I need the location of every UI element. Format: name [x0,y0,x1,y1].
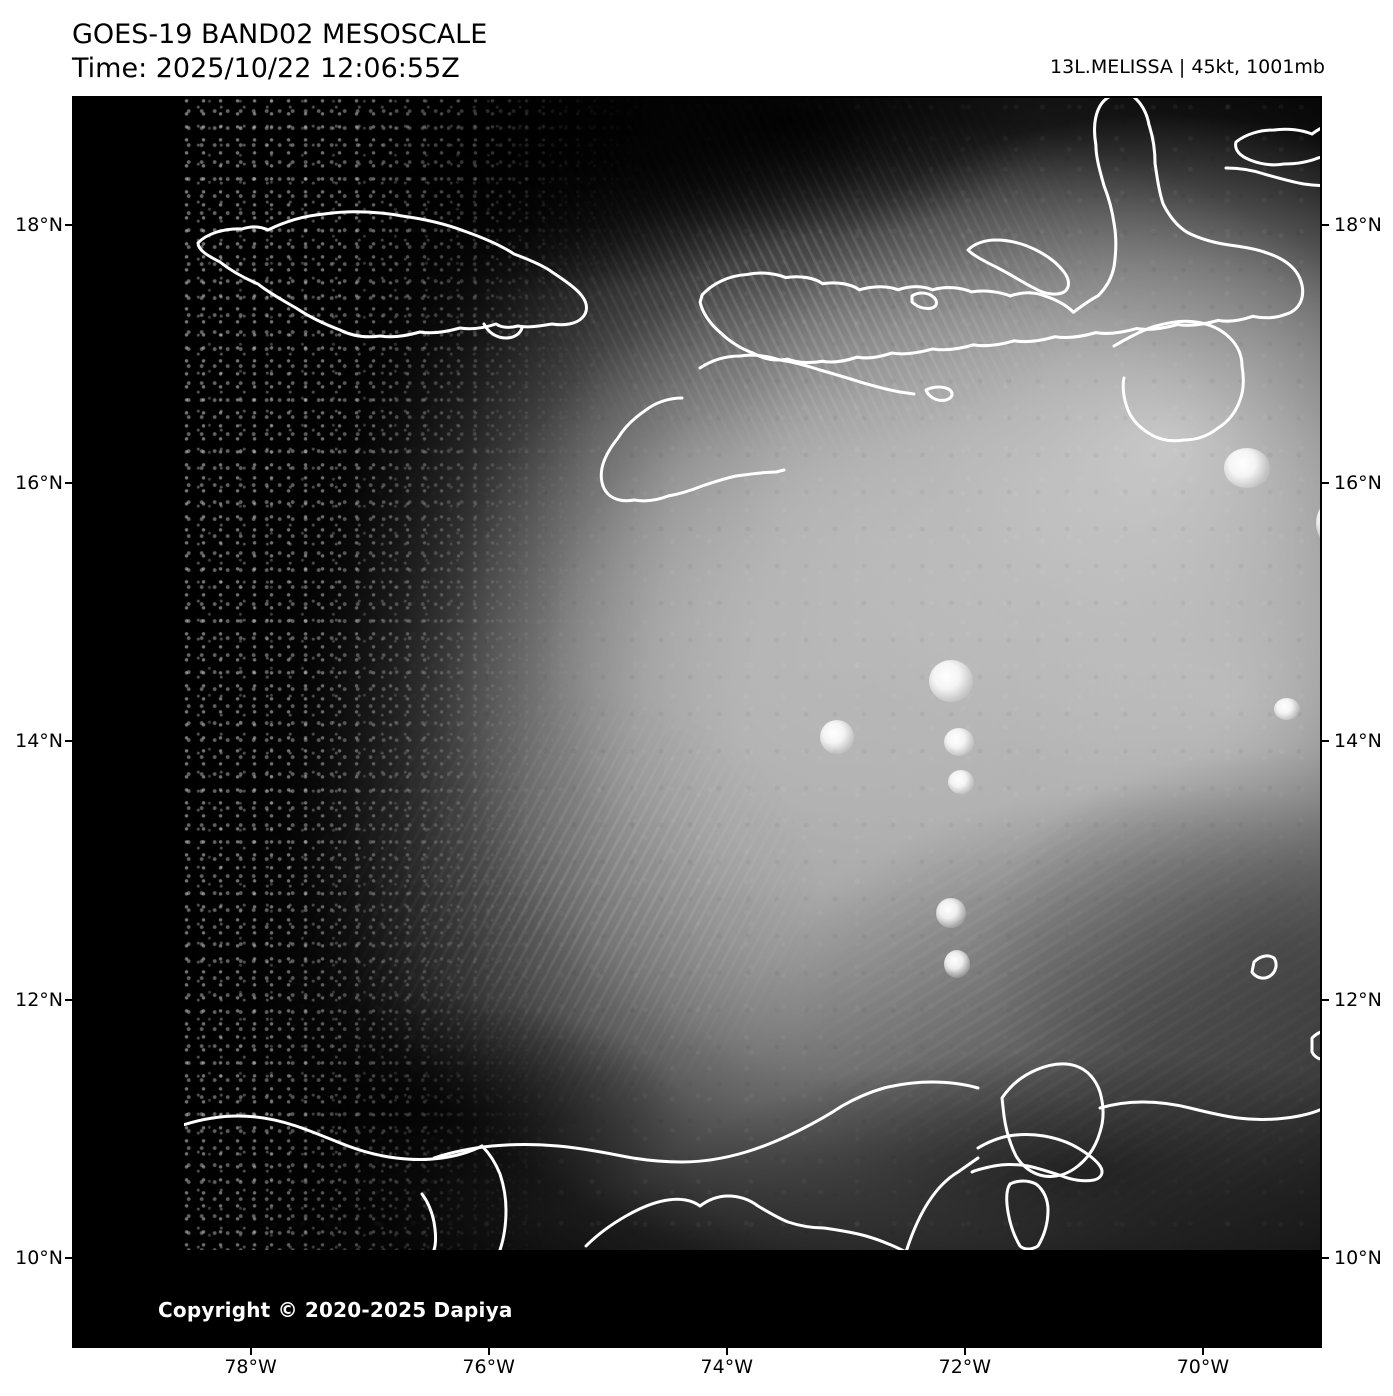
lon-tick-label: 78°W [224,1356,277,1378]
lat-tick-label-left: 10°N [15,1246,63,1269]
coastline-maracaibo-inlet [970,1133,1104,1183]
timestamp-label: Time: 2025/10/22 12:06:55Z [72,53,460,84]
overshooting-top [1316,498,1320,548]
coastline-colombia-inland [480,1144,508,1250]
coastline-river-south-west [420,1192,437,1250]
axis-tickmark [65,1256,72,1259]
lon-tick-label: 76°W [462,1356,515,1378]
axis-tickmark [1322,1256,1329,1259]
coastline-guajira-peninsula [1000,1062,1105,1178]
coastline-puerto-rico-south [1224,166,1320,187]
coastline-dominican-east [1112,319,1245,443]
lat-tick-label-left: 18°N [15,214,63,237]
coastline-islet-north [910,291,938,310]
lon-tick-label: 70°W [1176,1356,1230,1378]
coastline-islet-south [924,385,954,402]
lat-tick-label-left: 14°N [15,730,63,753]
axis-tickmark [1201,1348,1204,1355]
coastline-lake-maracaibo [1005,1179,1050,1250]
coastline-haiti-southwest-peninsula [599,396,786,503]
overshooting-top [1274,698,1300,720]
axis-tickmark [1322,998,1329,1001]
lon-tick-label: 72°W [938,1356,992,1378]
storm-info-label: 13L.MELISSA | 45kt, 1001mb [1050,56,1325,78]
lat-tick-label-right: 18°N [1334,214,1382,237]
overshooting-top [929,660,973,702]
lat-tick-label-right: 12°N [1334,988,1382,1011]
coastline-colombia-caribbean [184,1114,484,1161]
coastline-haiti-north-peninsula [698,353,916,396]
axis-tickmark [1322,482,1329,485]
coastline-overlay [184,98,1320,1250]
axis-tickmark [487,1348,490,1355]
coastline-aruba [1250,954,1278,980]
satellite-raster [184,98,1320,1250]
coastline-curacao [1310,1030,1320,1061]
coastline-jamaica-notch [482,322,524,340]
axis-tickmark [65,224,72,227]
overshooting-top [944,950,970,978]
lat-tick-label-right: 10°N [1334,1246,1382,1269]
axis-tickmark [963,1348,966,1355]
overshooting-top [948,770,974,794]
coastline-gonave-island [966,238,1070,296]
axis-tickmark [65,482,72,485]
lon-tick-label: 74°W [700,1356,753,1378]
coastline-venezuela-north [1098,1100,1320,1121]
axis-tickmark [65,998,72,1001]
coastline-hispaniola [698,98,1305,365]
satellite-image-plot[interactable]: Copyright © 2020-2025 Dapiya [72,96,1322,1348]
page-title: GOES-19 BAND02 MESOSCALE [72,19,488,50]
lat-tick-label-left: 16°N [15,472,63,495]
overshooting-top [936,898,966,928]
coastline-jamaica [196,210,588,339]
coastline-south-mainland [432,1080,980,1164]
axis-tickmark [249,1348,252,1355]
axis-tickmark [1322,224,1329,227]
overshooting-top [820,720,854,754]
lat-tick-label-right: 16°N [1334,472,1382,495]
axis-tickmark [725,1348,728,1355]
axis-tickmark [1322,740,1329,743]
axis-tickmark [65,740,72,743]
lat-tick-label-right: 14°N [1334,730,1382,753]
night-cumulus-speckle [184,98,1320,1250]
overshooting-top [1224,448,1270,488]
coastline-puerto-rico [1234,127,1320,167]
lat-tick-label-left: 12°N [15,988,63,1011]
coastline-colombia-north [584,1156,980,1250]
overshooting-top [944,728,974,756]
copyright-notice: Copyright © 2020-2025 Dapiya [158,1298,513,1322]
